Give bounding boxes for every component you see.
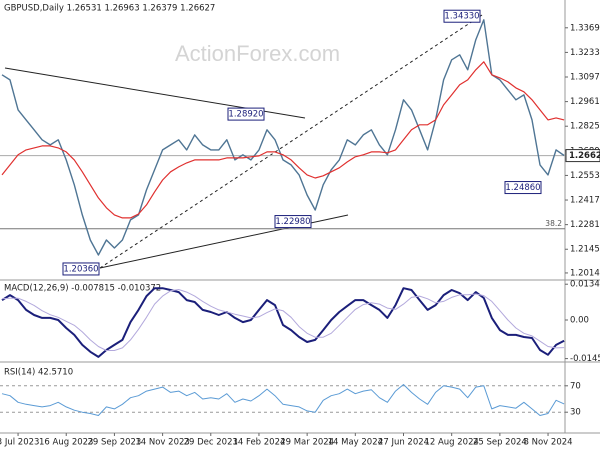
- last-price-box: [565, 149, 600, 163]
- y-tick-label: 1.33690: [570, 23, 600, 33]
- macd-title: MACD(12,26,9) -0.007815 -0.010372: [4, 284, 161, 294]
- y-tick-label: 1.32330: [570, 48, 600, 58]
- price-annotation: 1.34330: [444, 12, 479, 22]
- y-tick-label: 1.30970: [570, 73, 600, 83]
- price-annotation: 1.28920: [228, 110, 263, 120]
- y-tick-label: 1.24170: [570, 196, 600, 206]
- x-tick-label: 3 Jul 2023: [0, 438, 39, 448]
- series-line: [1, 289, 565, 351]
- x-tick-label: 27 Jun 2024: [378, 438, 429, 448]
- price-annotation-box: [62, 262, 100, 276]
- y-tick-label: 30: [570, 408, 581, 418]
- price-annotation-box: [504, 181, 542, 195]
- y-tick-label: 1.22810: [570, 220, 600, 230]
- channel-line: [99, 14, 483, 269]
- series-line: [1, 61, 565, 219]
- last-price-label: 1.26627: [569, 151, 600, 161]
- price-annotation-box: [443, 9, 481, 23]
- watermark: ActionForex.com: [175, 41, 340, 66]
- series-line: [1, 19, 565, 256]
- chart-title: GBPUSD,Daily 1.26531 1.26963 1.26379 1.2…: [4, 4, 215, 14]
- x-tick-label: 29 Sep 2023: [87, 438, 141, 448]
- x-tick-label: 29 Mar 2024: [280, 438, 334, 448]
- y-tick-label: 1.21450: [570, 245, 600, 255]
- x-tick-label: 29 Dec 2023: [184, 438, 238, 448]
- x-tick-label: 12 Aug 2024: [424, 438, 478, 448]
- price-annotation: 1.20360: [63, 264, 98, 274]
- price-annotation: 1.22980: [275, 217, 310, 227]
- x-tick-label: 14 May 2024: [328, 438, 383, 448]
- x-tick-label: 25 Sep 2024: [473, 438, 527, 448]
- y-tick-label: 1.20140: [570, 268, 600, 278]
- y-tick-label: 0.013489: [570, 280, 600, 290]
- y-tick-label: 1.29610: [570, 97, 600, 107]
- y-tick-label: 1.28250: [570, 122, 600, 132]
- y-tick-label: 70: [570, 381, 581, 391]
- x-tick-label: 8 Nov 2024: [524, 438, 573, 448]
- y-tick-label: -0.014554: [570, 354, 600, 364]
- x-tick-label: 14 Feb 2024: [233, 438, 286, 448]
- price-annotation: 1.24860: [505, 183, 540, 193]
- series-line: [1, 384, 565, 416]
- x-tick-label: 14 Nov 2023: [135, 438, 189, 448]
- rsi-title: RSI(14) 42.5710: [4, 368, 73, 378]
- y-tick-label: 1.25530: [570, 171, 600, 181]
- x-tick-label: 16 Aug 2023: [39, 438, 93, 448]
- level-label: 38.2: [545, 219, 562, 228]
- y-tick-label: 0.00: [570, 316, 589, 326]
- price-annotation-box: [274, 215, 312, 229]
- series-line: [1, 287, 565, 358]
- price-annotation-box: [227, 107, 265, 121]
